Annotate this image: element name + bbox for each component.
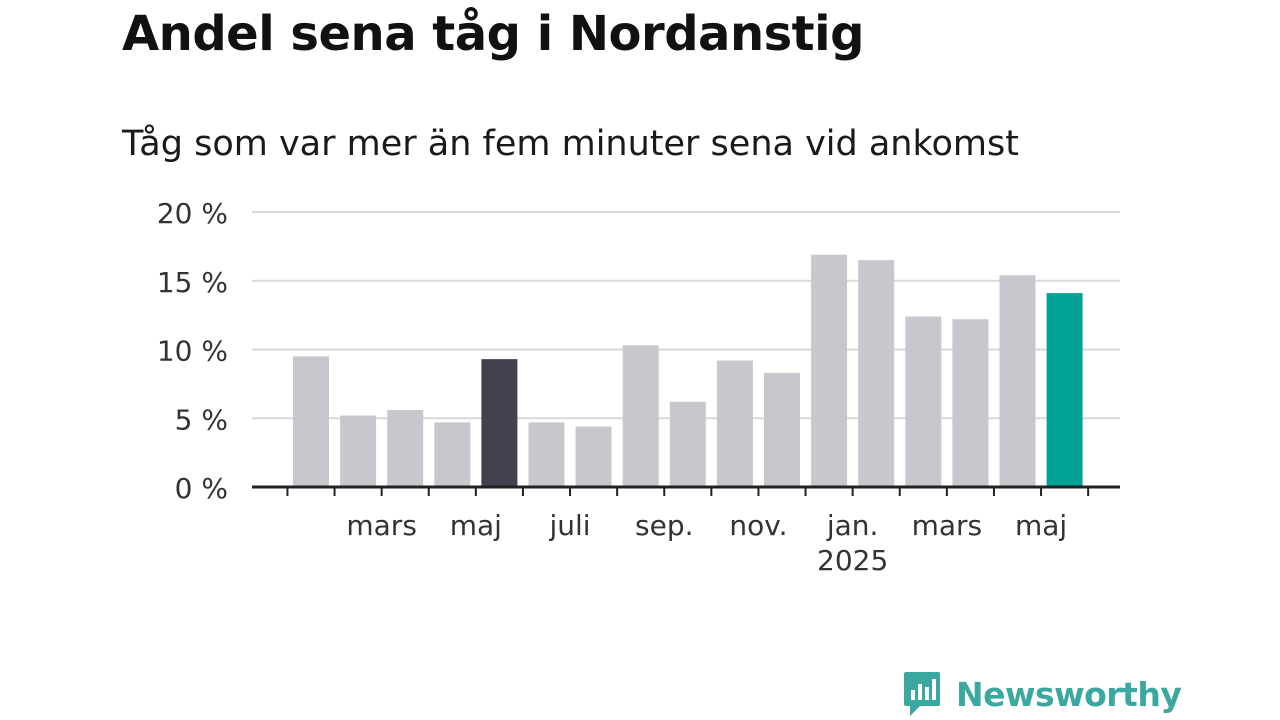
bar xyxy=(387,410,424,487)
bar xyxy=(999,275,1036,487)
newsworthy-logo-icon xyxy=(904,672,940,716)
bar xyxy=(905,316,942,487)
x-tick-sublabel: 2025 xyxy=(817,544,888,577)
bar xyxy=(858,260,895,487)
bar xyxy=(622,345,659,487)
bar xyxy=(434,422,471,487)
bar xyxy=(481,359,518,487)
bar xyxy=(764,372,800,487)
y-tick-label: 20 % xyxy=(157,197,228,230)
bar xyxy=(340,415,377,487)
chart-subtitle: Tåg som var mer än fem minuter sena vid … xyxy=(122,124,1019,164)
bar xyxy=(811,254,848,487)
x-tick-label: jan. xyxy=(826,509,879,542)
y-tick-label: 15 % xyxy=(157,266,228,299)
bar xyxy=(293,356,329,487)
x-tick-label: maj xyxy=(1015,509,1067,542)
y-tick-label: 0 % xyxy=(175,472,228,505)
x-tick-label: mars xyxy=(346,509,417,542)
y-tick-label: 5 % xyxy=(175,403,228,436)
bar xyxy=(669,401,706,487)
x-tick-label: maj xyxy=(450,509,502,542)
x-tick-label: sep. xyxy=(635,509,694,542)
newsworthy-logo: Newsworthy xyxy=(902,670,1182,718)
bar xyxy=(575,426,612,487)
bar xyxy=(528,422,565,487)
x-tick-label: nov. xyxy=(729,509,787,542)
newsworthy-logo-text: Newsworthy xyxy=(956,674,1182,714)
bar xyxy=(1046,293,1083,487)
bar xyxy=(952,319,989,487)
x-tick-label: mars xyxy=(912,509,983,542)
bar xyxy=(716,360,753,487)
y-tick-label: 10 % xyxy=(157,335,228,368)
x-tick-label: juli xyxy=(549,509,591,542)
chart-title: Andel sena tåg i Nordanstig xyxy=(122,6,864,62)
